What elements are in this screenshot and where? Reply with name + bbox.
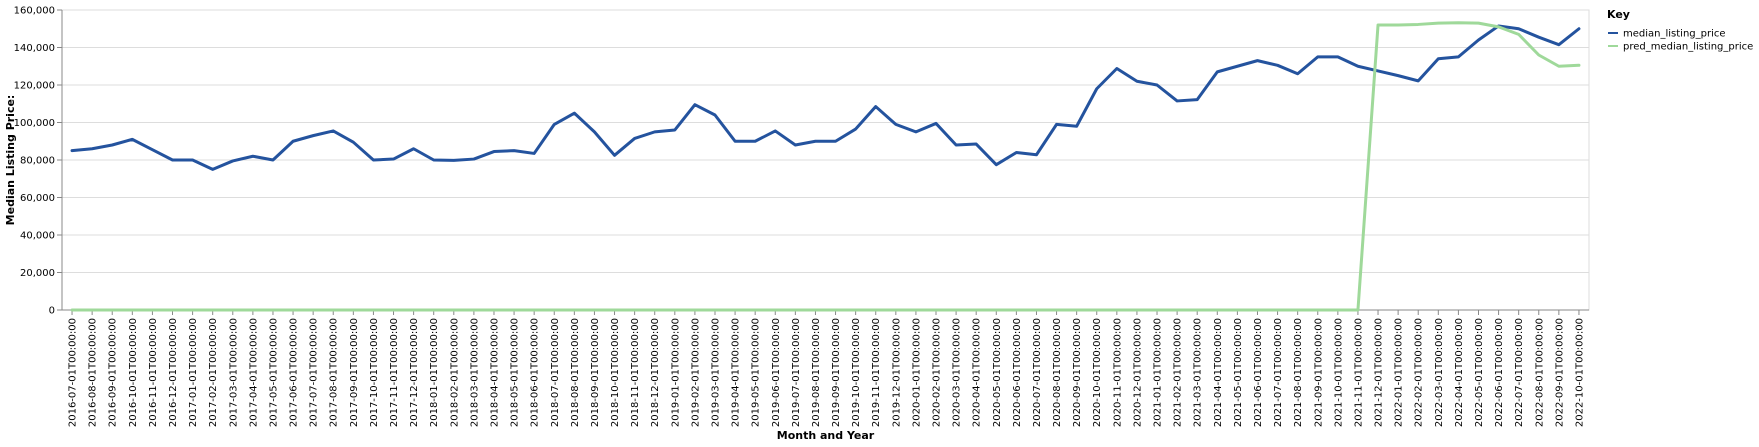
x-tick-label: 2017-03-01T00:00:00	[228, 318, 239, 427]
x-tick-label: 2019-04-01T00:00:00	[731, 318, 742, 427]
x-tick-label: 2018-08-01T00:00:00	[570, 318, 581, 427]
x-tick-label: 2016-10-01T00:00:00	[128, 318, 139, 427]
x-tick-label: 2021-02-01T00:00:00	[1173, 318, 1184, 427]
x-tick-label: 2022-07-01T00:00:00	[1514, 318, 1525, 427]
x-tick-label: 2022-03-01T00:00:00	[1434, 318, 1445, 427]
x-tick-label: 2019-07-01T00:00:00	[791, 318, 802, 427]
y-tick-label: 140,000	[14, 43, 55, 54]
x-tick-label: 2022-09-01T00:00:00	[1554, 318, 1565, 427]
x-tick-label: 2019-03-01T00:00:00	[710, 318, 721, 427]
x-tick-label: 2021-01-01T00:00:00	[1153, 318, 1164, 427]
x-tick-label: 2017-04-01T00:00:00	[248, 318, 259, 427]
x-tick-label: 2017-10-01T00:00:00	[369, 318, 380, 427]
y-tick-label: 100,000	[14, 118, 55, 129]
x-tick-label: 2017-07-01T00:00:00	[309, 318, 320, 427]
x-tick-label: 2019-06-01T00:00:00	[771, 318, 782, 427]
x-tick-label: 2021-07-01T00:00:00	[1273, 318, 1284, 427]
x-tick-label: 2019-01-01T00:00:00	[670, 318, 681, 427]
x-tick-label: 2016-11-01T00:00:00	[148, 318, 159, 427]
x-tick-label: 2017-09-01T00:00:00	[349, 318, 360, 427]
x-tick-label: 2018-04-01T00:00:00	[489, 318, 500, 427]
x-tick-label: 2016-09-01T00:00:00	[108, 318, 119, 427]
x-tick-label: 2018-05-01T00:00:00	[510, 318, 521, 427]
x-tick-label: 2018-09-01T00:00:00	[590, 318, 601, 427]
x-tick-label: 2019-02-01T00:00:00	[690, 318, 701, 427]
legend-label: pred_median_listing_price	[1623, 42, 1753, 53]
x-tick-label: 2019-10-01T00:00:00	[851, 318, 862, 427]
x-tick-label: 2022-04-01T00:00:00	[1454, 318, 1465, 427]
x-tick-label: 2019-09-01T00:00:00	[831, 318, 842, 427]
y-tick-label: 120,000	[14, 81, 55, 92]
x-axis-ticks: 2016-07-01T00:00:00 2016-08-01T00:00:00 20…	[68, 310, 1585, 427]
x-tick-label: 2021-11-01T00:00:00	[1353, 318, 1364, 427]
x-tick-label: 2018-11-01T00:00:00	[630, 318, 641, 427]
y-axis-ticks: 0 20,000 40,000 60,000 80,000 100,000 120,000 1…	[14, 6, 62, 317]
x-tick-label: 2022-01-01T00:00:00	[1394, 318, 1405, 427]
x-tick-label: 2020-12-01T00:00:00	[1132, 318, 1143, 427]
x-tick-label: 2021-06-01T00:00:00	[1253, 318, 1264, 427]
x-tick-label: 2018-01-01T00:00:00	[429, 318, 440, 427]
x-tick-label: 2019-11-01T00:00:00	[871, 318, 882, 427]
x-tick-label: 2020-11-01T00:00:00	[1112, 318, 1123, 427]
series-layer	[70, 21, 1581, 312]
y-tick-label: 20,000	[20, 268, 55, 279]
x-tick-label: 2017-08-01T00:00:00	[329, 318, 340, 427]
x-tick-label: 2022-02-01T00:00:00	[1414, 318, 1425, 427]
x-tick-label: 2021-08-01T00:00:00	[1293, 318, 1304, 427]
x-tick-label: 2018-02-01T00:00:00	[449, 318, 460, 427]
x-tick-label: 2020-09-01T00:00:00	[1072, 318, 1083, 427]
x-tick-label: 2016-07-01T00:00:00	[68, 318, 79, 427]
x-tick-label: 2017-12-01T00:00:00	[409, 318, 420, 427]
x-tick-label: 2019-08-01T00:00:00	[811, 318, 822, 427]
x-tick-label: 2020-06-01T00:00:00	[1012, 318, 1023, 427]
x-tick-label: 2021-09-01T00:00:00	[1313, 318, 1324, 427]
x-tick-label: 2018-07-01T00:00:00	[550, 318, 561, 427]
x-tick-label: 2017-02-01T00:00:00	[208, 318, 219, 427]
x-tick-label: 2018-03-01T00:00:00	[469, 318, 480, 427]
x-tick-label: 2021-03-01T00:00:00	[1193, 318, 1204, 427]
x-axis-title: Month and Year	[777, 429, 875, 442]
x-tick-label: 2017-06-01T00:00:00	[289, 318, 300, 427]
x-tick-label: 2022-10-01T00:00:00	[1574, 318, 1585, 427]
x-tick-label: 2018-06-01T00:00:00	[530, 318, 541, 427]
x-tick-label: 2020-07-01T00:00:00	[1032, 318, 1043, 427]
y-tick-label: 60,000	[20, 193, 55, 204]
x-tick-label: 2021-10-01T00:00:00	[1333, 318, 1344, 427]
y-tick-label: 0	[49, 306, 55, 317]
x-tick-label: 2022-05-01T00:00:00	[1474, 318, 1485, 427]
x-tick-label: 2017-01-01T00:00:00	[188, 318, 199, 427]
x-tick-label: 2020-10-01T00:00:00	[1092, 318, 1103, 427]
x-tick-label: 2017-11-01T00:00:00	[389, 318, 400, 427]
legend-label: median_listing_price	[1623, 29, 1726, 40]
legend-title: Key	[1607, 8, 1630, 21]
y-tick-label: 80,000	[20, 156, 55, 167]
x-tick-label: 2016-08-01T00:00:00	[88, 318, 99, 427]
x-tick-label: 2017-05-01T00:00:00	[268, 318, 279, 427]
x-tick-label: 2019-05-01T00:00:00	[751, 318, 762, 427]
x-tick-label: 2020-05-01T00:00:00	[992, 318, 1003, 427]
x-tick-label: 2022-06-01T00:00:00	[1494, 318, 1505, 427]
y-tick-label: 160,000	[14, 6, 55, 17]
x-tick-label: 2018-12-01T00:00:00	[650, 318, 661, 427]
x-tick-label: 2020-01-01T00:00:00	[911, 318, 922, 427]
x-tick-label: 2022-08-01T00:00:00	[1534, 318, 1545, 427]
series-line-median-listing-price	[70, 24, 1581, 171]
x-tick-label: 2021-05-01T00:00:00	[1233, 318, 1244, 427]
x-tick-label: 2020-02-01T00:00:00	[932, 318, 943, 427]
x-tick-label: 2019-12-01T00:00:00	[891, 318, 902, 427]
x-tick-label: 2021-04-01T00:00:00	[1213, 318, 1224, 427]
x-tick-label: 2020-08-01T00:00:00	[1052, 318, 1063, 427]
series-line-pred-median-listing-price	[70, 21, 1581, 312]
x-tick-label: 2018-10-01T00:00:00	[610, 318, 621, 427]
x-tick-label: 2021-12-01T00:00:00	[1374, 318, 1385, 427]
legend-items: median_listing_price pred_median_listing_…	[1608, 29, 1753, 53]
y-tick-label: 40,000	[20, 231, 55, 242]
y-axis-title: Median Listing Price:	[4, 95, 17, 226]
legend: Key median_listing_price pred_median_list…	[1607, 8, 1753, 53]
x-tick-label: 2016-12-01T00:00:00	[168, 318, 179, 427]
x-tick-label: 2020-04-01T00:00:00	[972, 318, 983, 427]
x-tick-label: 2020-03-01T00:00:00	[952, 318, 963, 427]
